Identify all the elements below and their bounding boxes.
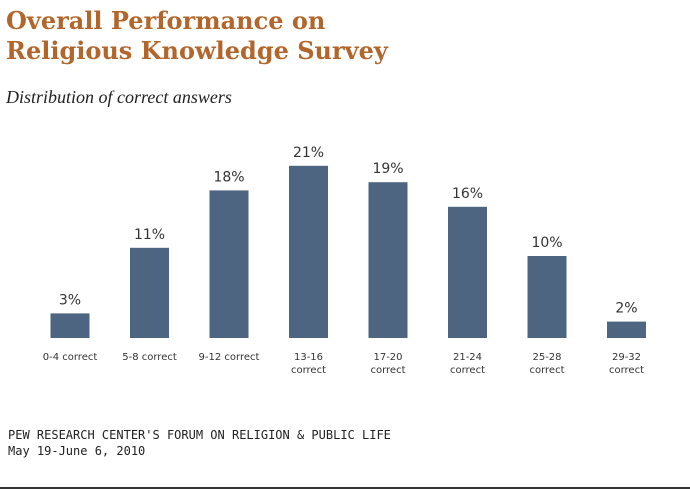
category-tick-label: 17-20 correct xyxy=(370,352,405,376)
category-tick-label: 21-24 correct xyxy=(450,352,485,376)
bar xyxy=(527,256,567,338)
source-organization: PEW RESEARCH CENTER'S FORUM ON RELIGION … xyxy=(8,428,391,442)
bar xyxy=(289,165,328,338)
chart-subtitle: Distribution of correct answers xyxy=(6,87,232,107)
bar-value-label: 2% xyxy=(615,301,637,317)
bar-value-label: 21% xyxy=(293,145,324,161)
category-tick-label: 13-16 correct xyxy=(291,352,326,376)
bar xyxy=(607,321,646,338)
bar xyxy=(368,182,408,338)
category-tick-label: 5-8 correct xyxy=(122,352,177,363)
category-tick-label: 29-32 correct xyxy=(609,352,644,376)
chart-title: Overall Performance on Religious Knowledg… xyxy=(6,6,388,65)
bar-value-label: 18% xyxy=(213,169,244,185)
bar-value-label: 16% xyxy=(452,186,483,202)
bar-chart: 3% 0-4 correct 11% 5-8 correct 18% 9-12 corre… xyxy=(43,145,646,376)
category-tick-label: 9-12 correct xyxy=(199,352,260,363)
bar-value-label: 19% xyxy=(372,161,403,177)
bar xyxy=(130,247,169,338)
bar xyxy=(209,190,249,338)
bar-value-label: 3% xyxy=(59,292,81,308)
bar xyxy=(448,206,487,338)
bar xyxy=(50,313,90,338)
category-tick-label: 25-28 correct xyxy=(529,352,564,376)
category-tick-label: 0-4 correct xyxy=(43,352,98,363)
source-date: May 19-June 6, 2010 xyxy=(8,444,146,458)
bar-value-label: 11% xyxy=(134,227,165,243)
bottom-divider xyxy=(0,487,690,489)
source-note: PEW RESEARCH CENTER'S FORUM ON RELIGION … xyxy=(8,427,391,459)
bar-value-label: 10% xyxy=(531,235,562,251)
